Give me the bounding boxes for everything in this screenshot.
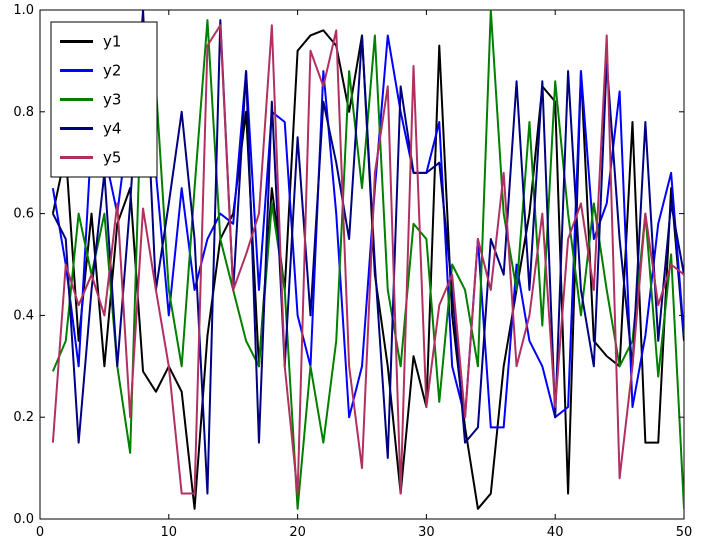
legend-label-y2: y2 — [103, 62, 121, 80]
legend-label-y1: y1 — [103, 33, 121, 51]
x-tick-label: 40 — [547, 525, 564, 540]
series-line-y2 — [51, 34, 684, 429]
y-tick-label: 0.6 — [13, 207, 34, 222]
x-tick-label: 10 — [161, 525, 178, 540]
x-tick-label: 20 — [289, 525, 306, 540]
legend-label-y5: y5 — [103, 149, 121, 167]
series-line-y4 — [51, 10, 684, 495]
y-tick-label: 0.4 — [13, 308, 34, 323]
y-tick-label: 0.8 — [13, 105, 34, 120]
legend-label-y4: y4 — [103, 120, 121, 138]
x-tick-label: 50 — [676, 525, 693, 540]
series-line-y5 — [51, 24, 684, 495]
y-tick-label: 0.2 — [13, 410, 34, 425]
series-line-y3 — [51, 10, 684, 510]
legend-label-y3: y3 — [103, 91, 121, 109]
y-tick-label: 0.0 — [13, 512, 34, 527]
x-tick-label: 0 — [36, 525, 44, 540]
y-tick-label: 1.0 — [13, 3, 34, 18]
x-tick-label: 30 — [418, 525, 435, 540]
